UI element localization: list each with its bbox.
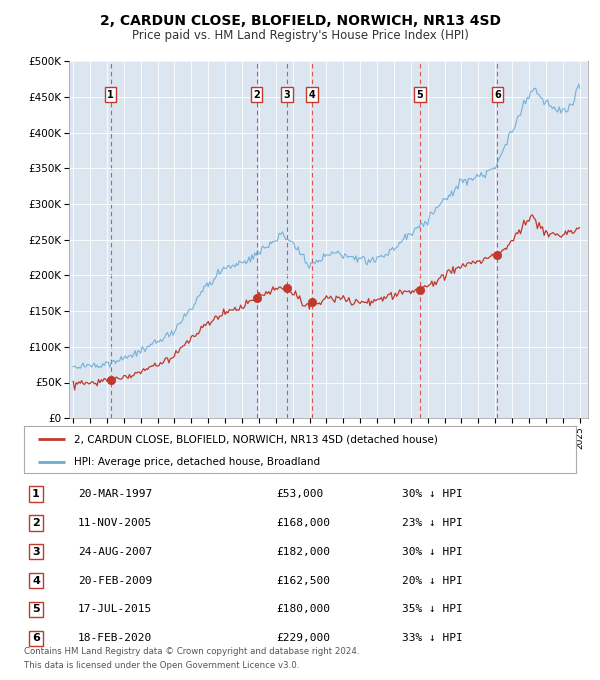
Text: Contains HM Land Registry data © Crown copyright and database right 2024.: Contains HM Land Registry data © Crown c… (24, 647, 359, 656)
Text: £168,000: £168,000 (276, 517, 330, 528)
Text: 30% ↓ HPI: 30% ↓ HPI (402, 547, 463, 557)
Text: 18-FEB-2020: 18-FEB-2020 (78, 633, 152, 643)
Text: 33% ↓ HPI: 33% ↓ HPI (402, 633, 463, 643)
Text: 2: 2 (253, 90, 260, 100)
Text: 6: 6 (32, 633, 40, 643)
Text: 4: 4 (32, 575, 40, 585)
Text: Price paid vs. HM Land Registry's House Price Index (HPI): Price paid vs. HM Land Registry's House … (131, 29, 469, 42)
Text: £229,000: £229,000 (276, 633, 330, 643)
Text: £182,000: £182,000 (276, 547, 330, 557)
Text: £53,000: £53,000 (276, 489, 323, 499)
Text: 2, CARDUN CLOSE, BLOFIELD, NORWICH, NR13 4SD: 2, CARDUN CLOSE, BLOFIELD, NORWICH, NR13… (100, 14, 500, 28)
Text: 20% ↓ HPI: 20% ↓ HPI (402, 575, 463, 585)
Text: 3: 3 (32, 547, 40, 557)
Text: 5: 5 (416, 90, 423, 100)
Text: 30% ↓ HPI: 30% ↓ HPI (402, 489, 463, 499)
Text: £180,000: £180,000 (276, 605, 330, 615)
Text: 2, CARDUN CLOSE, BLOFIELD, NORWICH, NR13 4SD (detached house): 2, CARDUN CLOSE, BLOFIELD, NORWICH, NR13… (74, 435, 437, 444)
Text: 35% ↓ HPI: 35% ↓ HPI (402, 605, 463, 615)
Text: £162,500: £162,500 (276, 575, 330, 585)
Text: 11-NOV-2005: 11-NOV-2005 (78, 517, 152, 528)
Text: 24-AUG-2007: 24-AUG-2007 (78, 547, 152, 557)
Text: 1: 1 (107, 90, 114, 100)
Text: 2: 2 (32, 517, 40, 528)
Text: 23% ↓ HPI: 23% ↓ HPI (402, 517, 463, 528)
Text: 6: 6 (494, 90, 501, 100)
Text: This data is licensed under the Open Government Licence v3.0.: This data is licensed under the Open Gov… (24, 661, 299, 670)
Text: 3: 3 (283, 90, 290, 100)
Text: 20-MAR-1997: 20-MAR-1997 (78, 489, 152, 499)
Text: HPI: Average price, detached house, Broadland: HPI: Average price, detached house, Broa… (74, 458, 320, 467)
Text: 1: 1 (32, 489, 40, 499)
Text: 5: 5 (32, 605, 40, 615)
Text: 20-FEB-2009: 20-FEB-2009 (78, 575, 152, 585)
Text: 17-JUL-2015: 17-JUL-2015 (78, 605, 152, 615)
Text: 4: 4 (308, 90, 315, 100)
